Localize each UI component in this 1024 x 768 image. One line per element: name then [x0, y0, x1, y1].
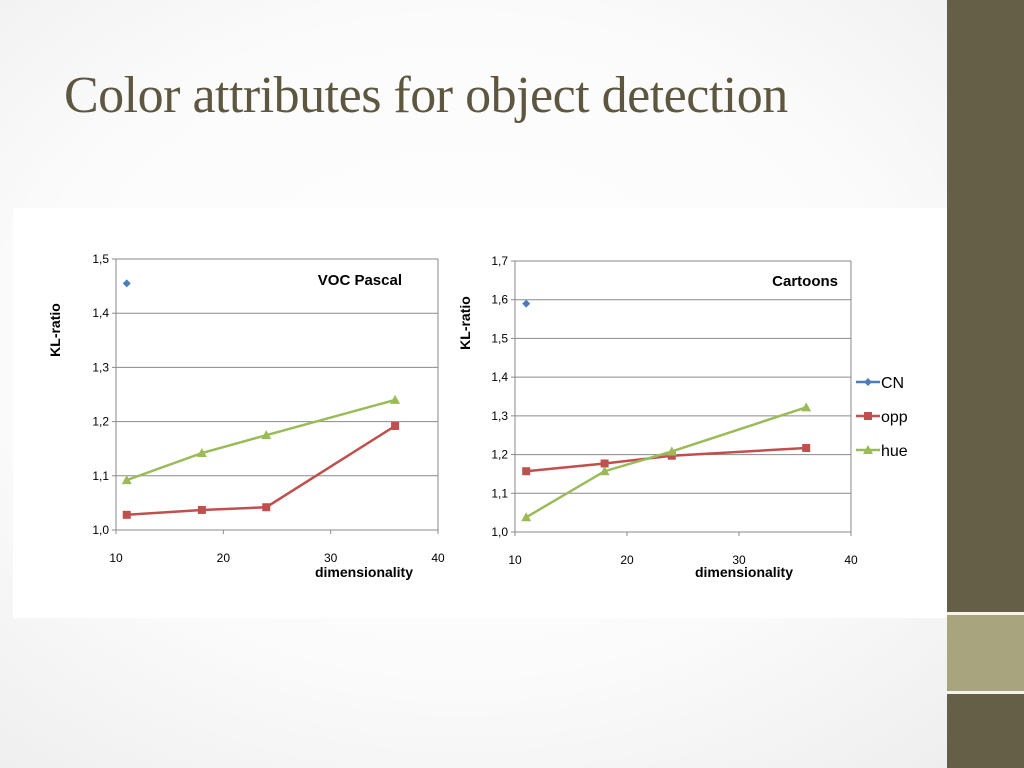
cartoons-y-tick-label: 1,5	[491, 331, 508, 345]
cartoons-opp-point	[522, 467, 531, 476]
voc-chart-title: VOC Pascal	[318, 272, 402, 289]
sidebar-separator	[947, 691, 1024, 694]
voc-y-tick-label: 1,4	[92, 306, 109, 320]
cartoons-x-tick-label: 20	[620, 553, 634, 567]
cartoons-x-tick-label: 30	[732, 553, 746, 567]
voc-y-axis-title: KL-ratio	[47, 303, 63, 357]
voc-x-tick-label: 40	[431, 551, 445, 565]
cartoons-y-tick-label: 1,0	[491, 525, 508, 539]
voc-x-axis-title: dimensionality	[315, 564, 413, 580]
legend-opp-label: opp	[881, 409, 908, 426]
cartoons-opp-point	[667, 451, 676, 460]
voc-hue-line	[126, 398, 396, 482]
voc-cn-point	[122, 279, 131, 288]
cartoons-cn-point	[522, 299, 531, 308]
cartoons-hue-point	[666, 446, 677, 456]
voc-hue-point	[196, 448, 207, 458]
cartoons-y-axis-title: KL-ratio	[457, 296, 473, 350]
voc-opp-point	[391, 421, 400, 430]
cartoons-hue-point	[801, 402, 812, 412]
legend-hue-marker	[863, 445, 873, 454]
voc-opp-point	[122, 510, 131, 519]
sidebar-separator	[947, 612, 1024, 615]
cartoons-y-tick-label: 1,7	[491, 254, 508, 268]
voc-x-tick-label: 30	[324, 551, 338, 565]
cartoons-y-tick-label: 1,1	[491, 486, 508, 500]
voc-x-tick-label: 20	[217, 551, 231, 565]
cartoons-opp-point	[802, 443, 811, 452]
charts-canvas: 1,0 1,1 1,2 1,3 1,4 1,5 10 20 30 40 dimensionality…	[47, 252, 908, 580]
voc-y-tick-label: 1,2	[92, 415, 109, 429]
voc-hue-point	[121, 475, 132, 485]
cartoons-x-axis-title: dimensionality	[695, 564, 793, 580]
cartoons-hue-line	[525, 406, 807, 519]
cartoons-chart-title: Cartoons	[772, 273, 838, 290]
slide-title: Color attributes for object detection	[64, 67, 788, 124]
cartoons-y-tick-label: 1,6	[491, 293, 508, 307]
voc-hue-point	[390, 394, 401, 404]
cartoons-opp-line	[526, 446, 807, 473]
voc-y-tick-label: 1,1	[92, 469, 109, 483]
cartoons-opp-point	[600, 459, 609, 468]
voc-x-tick-label: 10	[109, 551, 123, 565]
cartoons-hue-point	[599, 466, 610, 476]
cartoons-hue-point	[521, 512, 532, 522]
cartoons-x-tick-label: 40	[844, 553, 858, 567]
cartoons-x-tick-label: 10	[508, 553, 522, 567]
cartoons-y-tick-label: 1,2	[491, 448, 508, 462]
voc-opp-line	[126, 424, 396, 517]
cartoons-y-tick-label: 1,3	[491, 409, 508, 423]
sidebar-light-block	[947, 615, 1024, 691]
legend-hue-label: hue	[881, 443, 908, 460]
voc-opp-point	[197, 505, 206, 514]
legend-cn-marker	[864, 378, 872, 386]
cartoons-y-tick-label: 1,4	[491, 370, 508, 384]
voc-y-tick-label: 1,3	[92, 360, 109, 374]
legend-opp-marker	[864, 412, 872, 420]
voc-y-tick-label: 1,0	[92, 523, 109, 537]
voc-opp-point	[262, 503, 271, 512]
legend-cn-label: CN	[881, 375, 904, 392]
voc-hue-point	[261, 430, 272, 440]
voc-y-tick-label: 1,5	[92, 252, 109, 266]
